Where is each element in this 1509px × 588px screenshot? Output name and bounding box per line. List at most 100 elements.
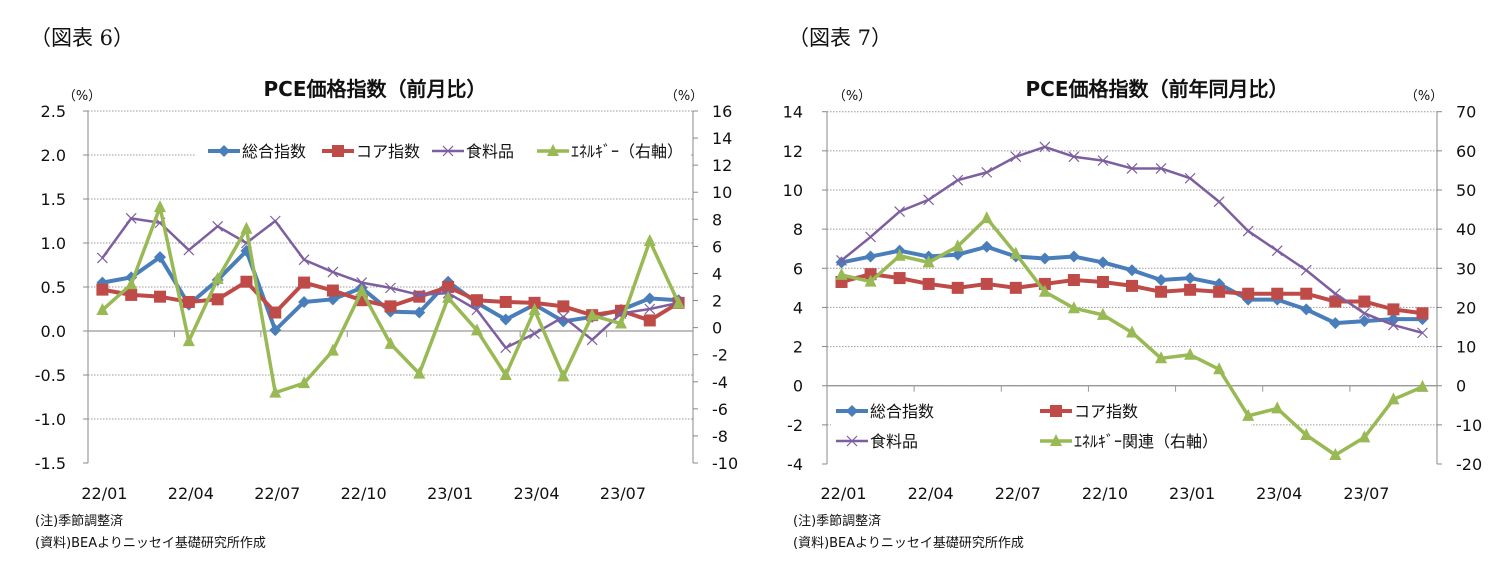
figure-7-source: (資料)BEAよりニッセイ基礎研究所作成 [793, 536, 1024, 551]
right-tick-label: 8 [712, 210, 722, 229]
data-point [1300, 428, 1313, 441]
right-tick-label: 0 [712, 319, 722, 338]
right-tick-label: 14 [712, 129, 732, 148]
left-axis-unit: （%） [833, 89, 871, 104]
data-point [326, 343, 339, 356]
right-tick-label: 50 [1456, 181, 1476, 200]
right-tick-label: -8 [712, 427, 728, 446]
data-point [269, 385, 282, 398]
data-point [385, 282, 396, 294]
left-axis-unit: （%） [63, 89, 101, 104]
right-tick-label: 6 [712, 237, 722, 256]
x-tick-label: 22/07 [995, 484, 1041, 503]
data-point [1242, 408, 1255, 421]
chart-title: PCE価格指数（前月比） [264, 77, 487, 101]
x-tick-label: 23/01 [427, 484, 473, 503]
data-point [952, 174, 964, 186]
legend-item: 食料品 [836, 432, 918, 451]
data-point [1329, 288, 1341, 300]
left-tick-label: 0 [793, 377, 803, 396]
left-tick-label: -1.0 [35, 410, 66, 429]
data-point [182, 295, 195, 308]
data-point [499, 368, 512, 380]
legend-label: ｴﾈﾙｷﾞｰ（右軸） [571, 142, 683, 161]
legend-marker [846, 405, 858, 417]
data-point [125, 288, 138, 301]
x-tick-label: 23/07 [1343, 484, 1389, 503]
data-point [1009, 246, 1022, 259]
data-point [1387, 392, 1400, 405]
data-point [981, 166, 993, 178]
data-point [125, 212, 137, 224]
data-point [922, 255, 935, 268]
data-point [980, 277, 993, 290]
data-point [326, 284, 339, 297]
data-point [865, 231, 876, 243]
right-tick-label: 60 [1456, 142, 1476, 161]
data-point [298, 376, 311, 389]
data-point [1416, 379, 1429, 392]
x-tick-label: 22/01 [820, 484, 866, 503]
data-point [413, 289, 425, 301]
data-point [614, 316, 627, 329]
figure-6-note: (注)季節調整済 [35, 514, 124, 529]
right-tick-label: 70 [1456, 103, 1476, 122]
data-point [1155, 351, 1168, 364]
data-point [1213, 196, 1225, 208]
data-point [557, 300, 570, 313]
right-tick-label: 4 [712, 264, 722, 283]
data-point [269, 215, 281, 227]
right-tick-label: 10 [1456, 338, 1476, 357]
data-point [499, 313, 512, 326]
legend-marker [442, 145, 454, 157]
data-point [1096, 275, 1109, 288]
right-tick-label: -6 [712, 400, 728, 419]
data-point [182, 334, 195, 347]
data-point [125, 277, 138, 290]
data-point [413, 290, 426, 303]
right-tick-label: 40 [1456, 220, 1476, 239]
data-point [1329, 295, 1342, 308]
legend-label: 食料品 [466, 142, 514, 161]
data-point [1242, 287, 1255, 300]
chart-2: PCE価格指数（前年同月比）（%） （%）14121086420-2-470605… [783, 77, 1483, 503]
data-point [922, 277, 935, 290]
data-point [1126, 279, 1138, 292]
data-point [1416, 307, 1429, 320]
left-tick-label: -1.5 [35, 454, 66, 473]
data-point [1067, 274, 1080, 287]
data-point [154, 251, 167, 264]
x-tick-label: 22/01 [81, 484, 127, 503]
left-tick-label: 12 [783, 142, 803, 161]
data-point [1300, 264, 1312, 276]
data-point [529, 328, 540, 340]
data-point [1329, 317, 1342, 330]
left-tick-label: -0.5 [35, 366, 66, 385]
right-tick-label: -4 [712, 373, 728, 392]
data-point [1358, 295, 1371, 308]
data-point [413, 306, 426, 319]
data-point [557, 369, 570, 382]
data-point [154, 200, 167, 213]
data-point [1300, 303, 1313, 316]
data-point [864, 250, 877, 263]
data-point [1387, 303, 1400, 316]
data-point [96, 283, 109, 296]
legend-item: 食料品 [432, 142, 514, 161]
right-tick-label: -2 [712, 346, 728, 365]
data-point [211, 271, 224, 284]
legend-label: コア指数 [356, 142, 420, 161]
data-point [1068, 151, 1080, 163]
data-point [1155, 285, 1168, 298]
figure-7-note: (注)季節調整済 [793, 514, 882, 529]
data-point [470, 294, 483, 307]
left-tick-label: 2.0 [41, 146, 66, 165]
x-tick-label: 23/01 [1169, 484, 1215, 503]
legend-item: 総合指数 [208, 142, 306, 161]
chart-1: PCE価格指数（前月比）（%） （%）2.52.01.51.00.50.0-0.5… [35, 77, 738, 503]
figure-6-source: (資料)BEAよりニッセイ基礎研究所作成 [35, 536, 266, 551]
data-point [298, 254, 310, 266]
data-point [355, 284, 368, 297]
x-tick-label: 23/04 [513, 484, 559, 503]
left-tick-label: -2 [787, 416, 803, 435]
